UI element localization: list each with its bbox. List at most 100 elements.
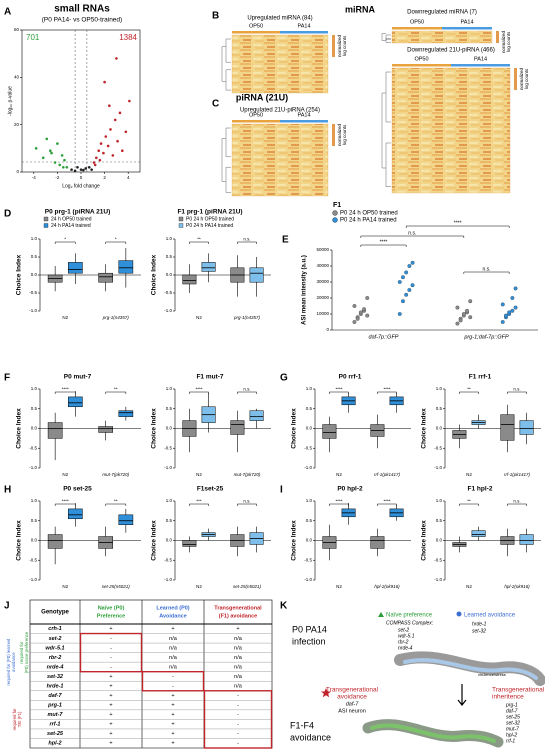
- condition-bar: [280, 120, 328, 123]
- table-header: Genotype: [41, 610, 69, 616]
- table-cell: +: [171, 722, 174, 728]
- condition-bar: [442, 27, 492, 30]
- color-scale: [496, 31, 499, 43]
- sig-label: n.s.: [243, 237, 250, 242]
- intensity-point: [404, 270, 409, 275]
- y-axis-label: Choice Index: [291, 408, 298, 449]
- y-axis-label: ASI mean intensity (a.u.): [302, 255, 308, 325]
- volcano-point: [41, 156, 45, 160]
- intensity-point: [365, 296, 370, 300]
- y-axis-label: Choice Index: [421, 408, 428, 449]
- y-tick-label: 0.0: [166, 538, 173, 543]
- subplot-title: F1 hpl-2: [468, 486, 493, 493]
- volcano-point: [82, 168, 85, 172]
- intensity-point: [500, 320, 505, 324]
- y-tick-label: -1.0: [164, 465, 172, 470]
- legend-marker: [332, 210, 338, 216]
- panel-letter: I: [280, 485, 283, 496]
- table-header: Naïve (P0): [98, 605, 125, 611]
- model-label: avoidance: [337, 694, 367, 701]
- table-frame: [29, 599, 273, 749]
- volcano-point: [115, 57, 118, 60]
- condition-bar: [392, 27, 442, 30]
- side-label: required for: [12, 708, 17, 731]
- legend-marker: [332, 217, 338, 223]
- y-tick-label: 0.0: [31, 538, 38, 543]
- volcano-point: [84, 167, 88, 170]
- y-tick-label: 1.0: [166, 386, 173, 391]
- x-tick-label: 4: [127, 175, 130, 180]
- gene-label: wdr-5.1: [398, 633, 415, 639]
- stage-label: infection: [292, 636, 326, 646]
- scale-label: normalized: [337, 124, 342, 147]
- y-tick-label: -0.5: [434, 557, 442, 562]
- sig-label: ****: [383, 387, 390, 392]
- group-label: N2: [336, 584, 342, 589]
- volcano-point: [128, 99, 131, 103]
- volcano-point: [70, 168, 73, 171]
- condition-label: PA14: [297, 23, 310, 29]
- legend-label: P0 24 h PA14 trained: [340, 218, 397, 224]
- sig-label: n.s.: [243, 387, 250, 392]
- legend-swatch: [178, 223, 184, 228]
- table-header: Preference: [97, 613, 125, 619]
- panel-letter: J: [4, 601, 10, 612]
- box: [47, 534, 63, 549]
- group-label: N2: [196, 472, 202, 477]
- sig-label: n.s.: [513, 387, 520, 392]
- condition-bar: [280, 31, 328, 34]
- model-label: ASI neuron: [338, 708, 366, 714]
- y-tick-label: -1.0: [304, 577, 312, 582]
- group-label: N2: [466, 584, 472, 589]
- sig-bracket: [377, 503, 397, 506]
- y-tick-label: 0.0: [306, 426, 313, 431]
- gene-label: daf-7: [346, 701, 359, 707]
- model-label: Naïve preference: [386, 613, 433, 619]
- worm-gut: [403, 658, 538, 680]
- volcano-point: [118, 111, 122, 115]
- intensity-point: [455, 305, 460, 310]
- group-label: N2: [62, 315, 68, 320]
- sig-label: ****: [335, 499, 342, 504]
- gene-label: hpl-2: [506, 732, 517, 738]
- axis-label: Log₂ fold change: [62, 183, 100, 189]
- table-cell: n/a: [169, 655, 178, 661]
- sig-bracket: [507, 391, 527, 394]
- box: [68, 396, 83, 408]
- volcano-point: [98, 158, 102, 162]
- sig-label: n.s.: [482, 266, 490, 272]
- subplot-title: F1 mut-7: [196, 374, 223, 381]
- volcano-point: [111, 154, 115, 157]
- intensity-point: [510, 308, 515, 313]
- subplot-title: P0 mut-7: [64, 374, 92, 381]
- y-tick-label: 1.0: [31, 498, 38, 503]
- star-icon: [321, 688, 331, 698]
- count-label: 1384: [119, 33, 137, 42]
- y-tick-label: -1.0: [304, 465, 312, 470]
- legend-label: P0 24 h PA14 trained: [186, 223, 233, 229]
- intensity-point: [455, 321, 460, 326]
- sig-label: **: [114, 499, 118, 504]
- table-cell: hrde-1: [47, 683, 64, 689]
- dendrogram: [221, 38, 231, 91]
- intensity-point: [504, 313, 508, 318]
- sig-label: ****: [195, 387, 202, 392]
- volcano-point: [95, 156, 98, 160]
- condition-label: OP50: [414, 56, 428, 62]
- y-tick-label: 0.5: [436, 518, 443, 523]
- sig-bracket: [329, 503, 349, 506]
- sig-bracket: [329, 391, 349, 394]
- sig-bracket: [237, 241, 257, 244]
- intensity-point: [397, 312, 402, 316]
- y-axis-label: Choice Index: [421, 520, 428, 561]
- volcano-point: [49, 149, 52, 152]
- sig-label: ****: [383, 499, 390, 504]
- group-label: set-25(n5021): [102, 584, 131, 589]
- box: [201, 262, 216, 272]
- box: [98, 272, 113, 283]
- side-label: avoidance: [11, 652, 16, 672]
- subplot-title: F1 rrf-1: [469, 374, 492, 381]
- y-tick-label: 0.5: [31, 254, 38, 259]
- table-cell: rrf-1: [49, 722, 60, 728]
- table-header: Learned (P0): [156, 605, 189, 611]
